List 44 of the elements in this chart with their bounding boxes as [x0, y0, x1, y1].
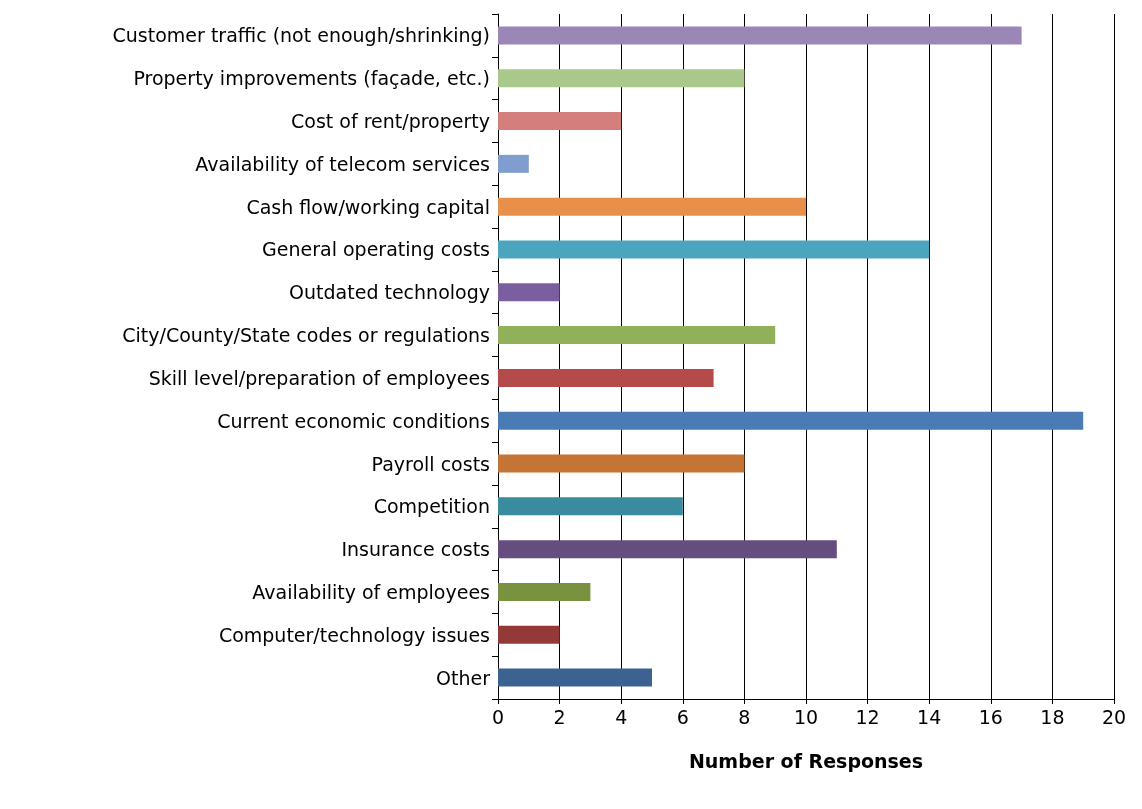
- y-tick-label: Other: [436, 666, 491, 689]
- bar: [498, 112, 622, 131]
- bar: [498, 454, 745, 473]
- y-tick-label: Cash flow/working capital: [246, 195, 490, 218]
- x-tick-label: 18: [1040, 705, 1065, 728]
- bar: [498, 283, 560, 302]
- bar: [498, 540, 837, 559]
- x-tick-label: 10: [793, 705, 819, 728]
- y-tick-label: Current economic conditions: [217, 409, 490, 432]
- y-tick-label: Cost of rent/property: [291, 110, 490, 133]
- y-tick-label: Payroll costs: [371, 452, 490, 475]
- bar: [498, 625, 560, 644]
- bar: [498, 411, 1084, 430]
- x-tick-label: 6: [676, 705, 689, 728]
- bar: [498, 497, 683, 516]
- bar: [498, 668, 652, 687]
- y-tick-label: Customer traffic (not enough/shrinking): [112, 24, 490, 47]
- y-tick-label: Insurance costs: [341, 538, 490, 561]
- bar: [498, 368, 714, 387]
- y-tick-label: Computer/technology issues: [218, 623, 490, 646]
- y-tick-label: General operating costs: [262, 238, 490, 261]
- y-tick-label: Outdated technology: [289, 281, 490, 304]
- y-tick-label: Availability of telecom services: [195, 152, 490, 175]
- x-tick-label: 2: [553, 705, 566, 728]
- y-tick-label: Availability of employees: [252, 580, 490, 603]
- y-tick-label: Competition: [373, 495, 490, 518]
- x-tick-label: 12: [855, 705, 880, 728]
- x-tick-label: 4: [615, 705, 628, 728]
- x-tick-label: 16: [978, 705, 1003, 728]
- y-tick-label: Skill level/preparation of employees: [148, 366, 490, 389]
- x-axis-title: Number of Responses: [688, 749, 924, 772]
- x-tick-label: 0: [491, 705, 505, 728]
- x-tick-label: 8: [738, 705, 751, 728]
- x-tick-label: 14: [917, 705, 942, 728]
- y-tick-label: Property improvements (façade, etc.): [133, 67, 490, 90]
- y-tick-label: City/County/State codes or regulations: [122, 324, 490, 347]
- bar: [498, 154, 529, 173]
- bar: [498, 582, 591, 601]
- bar: [498, 197, 806, 216]
- bar: [498, 69, 745, 88]
- bar: [498, 326, 776, 345]
- bar: [498, 26, 1022, 45]
- bar: [498, 240, 930, 259]
- x-tick-label: 20: [1101, 705, 1127, 728]
